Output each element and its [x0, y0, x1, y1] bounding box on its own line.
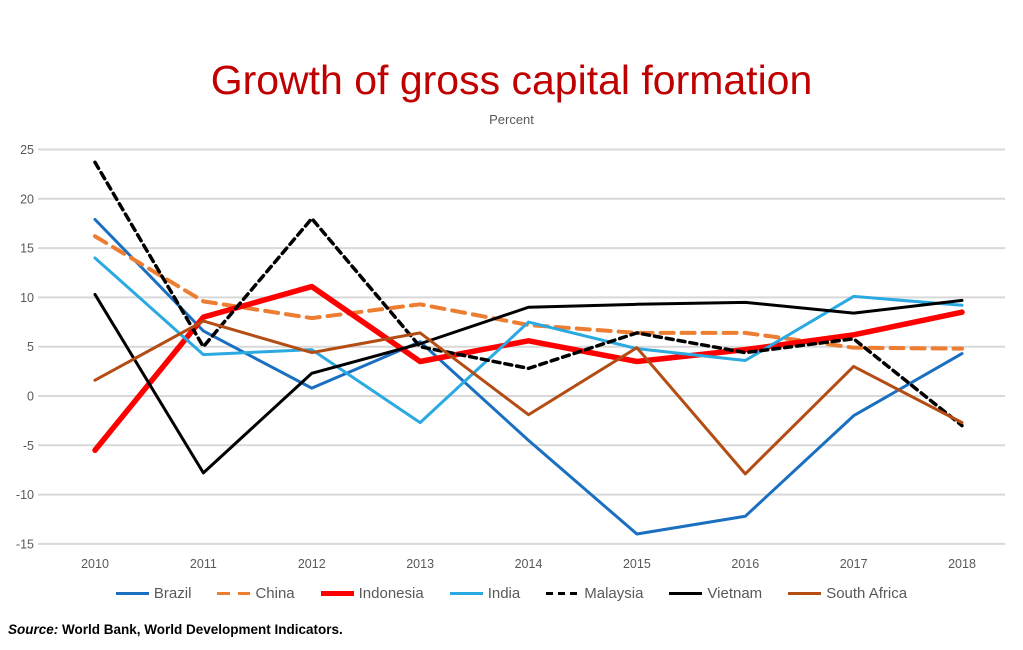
chart-legend: Brazil China Indonesia India Malaysia Vietnam… [0, 585, 1023, 602]
x-axis-tick-label: 2011 [190, 557, 217, 571]
y-axis-unit-label: Percent [489, 112, 534, 127]
legend-swatch-south-africa [788, 592, 822, 595]
y-axis-tick-label: 10 [20, 291, 34, 305]
legend-label-vietnam: Vietnam [707, 585, 763, 602]
x-axis-tick-label: 2016 [731, 557, 759, 571]
chart-title: Growth of gross capital formation [210, 57, 813, 104]
legend-item-malaysia: Malaysia [546, 585, 643, 602]
legend-label-brazil: Brazil [153, 585, 192, 602]
x-axis-tick-label: 2012 [298, 557, 326, 571]
y-axis-tick-label: 25 [20, 143, 34, 157]
y-axis-tick-label: -15 [16, 537, 34, 551]
legend-item-brazil: Brazil [115, 585, 192, 602]
legend-swatch-brazil [115, 592, 149, 595]
legend-swatch-china [217, 591, 251, 596]
legend-item-china: China [217, 585, 295, 602]
x-axis-tick-label: 2017 [840, 557, 868, 571]
x-axis-tick-label: 2018 [948, 557, 976, 571]
series-line-south-africa [93, 319, 964, 476]
source-note: Source: World Bank, World Development In… [8, 622, 343, 637]
legend-label-china: China [255, 585, 295, 602]
y-axis-tick-label: 5 [27, 340, 34, 354]
series-line-malaysia [93, 160, 964, 428]
y-axis-tick-label: 15 [20, 242, 34, 256]
x-axis-tick-label: 2010 [81, 557, 109, 571]
x-axis-tick-label: 2013 [406, 557, 434, 571]
y-axis-tick-label: 0 [27, 390, 34, 404]
legend-swatch-malaysia [546, 592, 580, 595]
x-axis-tick-label: 2014 [515, 557, 543, 571]
legend-item-vietnam: Vietnam [669, 585, 762, 602]
y-axis-tick-label: -10 [16, 488, 34, 502]
series-line-india [93, 256, 964, 425]
series-line-vietnam [93, 292, 964, 475]
legend-item-indonesia: Indonesia [320, 585, 424, 602]
legend-item-south-africa: South Africa [788, 585, 907, 602]
legend-item-india: India [449, 585, 521, 602]
legend-swatch-vietnam [669, 592, 703, 595]
legend-label-south-africa: South Africa [826, 585, 908, 602]
source-label: Source: [8, 622, 59, 637]
y-axis-tick-label: -5 [23, 439, 34, 453]
legend-label-indonesia: Indonesia [358, 585, 424, 602]
source-text: World Bank, World Development Indicators… [58, 622, 343, 637]
legend-label-india: India [487, 585, 521, 602]
y-axis-tick-label: 20 [20, 192, 34, 206]
series-line-brazil [93, 218, 964, 536]
series-line-china [93, 234, 964, 351]
legend-swatch-indonesia [320, 591, 354, 596]
x-axis-tick-label: 2015 [623, 557, 651, 571]
legend-swatch-india [449, 592, 483, 595]
series-line-indonesia [92, 283, 965, 453]
legend-label-malaysia: Malaysia [584, 585, 644, 602]
